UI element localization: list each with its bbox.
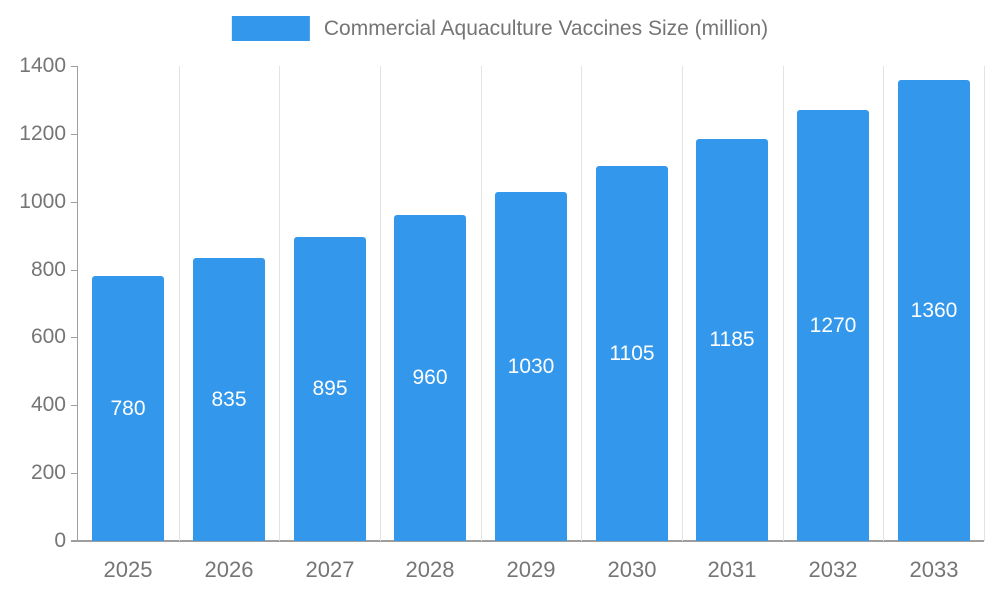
y-tick-label: 1400 bbox=[19, 54, 66, 77]
bar: 1270 bbox=[797, 110, 869, 541]
bar-value-label: 1270 bbox=[809, 314, 857, 337]
y-axis-tick bbox=[71, 541, 77, 542]
y-tick-label: 0 bbox=[54, 529, 66, 552]
x-tick-label: 2026 bbox=[204, 557, 254, 582]
x-axis-line bbox=[71, 540, 984, 542]
gridline bbox=[581, 66, 582, 541]
gridline bbox=[481, 66, 482, 541]
gridline bbox=[682, 66, 683, 541]
y-axis-tick bbox=[71, 66, 77, 67]
bar-value-label: 1030 bbox=[507, 355, 555, 378]
y-axis-tick bbox=[71, 270, 77, 271]
plot-area: 0 200 400 600 800 1000 1200 1400 780 2025 835 2026 8… bbox=[19, 54, 985, 582]
bar: 835 bbox=[193, 258, 265, 541]
bar-value-label: 835 bbox=[211, 388, 247, 411]
gridline bbox=[984, 66, 985, 541]
y-tick-label: 400 bbox=[30, 393, 66, 416]
y-tick-label: 600 bbox=[30, 325, 66, 348]
y-tick-label: 800 bbox=[30, 258, 66, 281]
bar-value-label: 960 bbox=[412, 366, 448, 389]
bar-value-label: 780 bbox=[110, 397, 146, 420]
bar-value-label: 895 bbox=[312, 377, 348, 400]
bar-value-label: 1105 bbox=[609, 342, 655, 365]
x-tick-label: 2030 bbox=[607, 557, 657, 582]
x-tick-label: 2033 bbox=[909, 557, 959, 582]
legend-label: Commercial Aquaculture Vaccines Size (mi… bbox=[323, 16, 769, 40]
x-tick-label: 2029 bbox=[506, 557, 556, 582]
x-tick-label: 2027 bbox=[305, 557, 355, 582]
y-axis-tick bbox=[71, 134, 77, 135]
gridline bbox=[783, 66, 784, 541]
bar: 1105 bbox=[596, 166, 668, 541]
y-axis-tick bbox=[71, 337, 77, 338]
y-tick-label: 1000 bbox=[19, 190, 66, 213]
gridline bbox=[380, 66, 381, 541]
chart-legend: Commercial Aquaculture Vaccines Size (mi… bbox=[231, 16, 769, 41]
bar: 1030 bbox=[495, 192, 567, 541]
y-tick-label: 200 bbox=[30, 461, 66, 484]
y-axis-tick bbox=[71, 202, 77, 203]
bar: 1185 bbox=[696, 139, 768, 541]
y-axis-tick bbox=[71, 405, 77, 406]
x-tick-label: 2032 bbox=[808, 557, 858, 582]
bar-value-label: 1360 bbox=[910, 299, 958, 322]
y-tick-label: 1200 bbox=[19, 122, 66, 145]
legend-swatch bbox=[231, 16, 310, 41]
gridline bbox=[279, 66, 280, 541]
y-axis-line bbox=[77, 66, 78, 541]
x-tick-label: 2031 bbox=[707, 557, 757, 582]
y-axis-tick bbox=[71, 473, 77, 474]
bar: 895 bbox=[294, 237, 366, 541]
bar: 780 bbox=[92, 276, 164, 541]
bar: 960 bbox=[394, 215, 466, 541]
bar: 1360 bbox=[898, 80, 970, 541]
bar-value-label: 1185 bbox=[709, 328, 755, 351]
x-tick-label: 2025 bbox=[103, 557, 153, 582]
x-tick-label: 2028 bbox=[405, 557, 455, 582]
gridline bbox=[179, 66, 180, 541]
gridline bbox=[883, 66, 884, 541]
